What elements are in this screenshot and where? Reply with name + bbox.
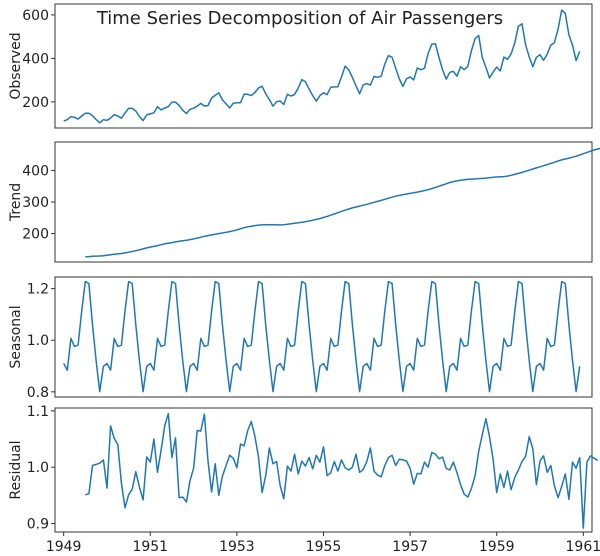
trend-series-line [85, 147, 600, 258]
xtick-label: 1953 [219, 539, 255, 555]
residual-ytick-label: 1.0 [27, 460, 49, 476]
trend-ytick-label: 300 [22, 195, 49, 211]
observed-ytick-label: 200 [22, 95, 49, 111]
seasonal-ytick-label: 1.0 [27, 333, 49, 349]
seasonal-ytick-label: 0.8 [27, 385, 49, 401]
seasonal-series-line [63, 280, 581, 393]
xtick-label: 1959 [479, 539, 515, 555]
xtick-label: 1951 [132, 539, 168, 555]
chart-title: Time Series Decomposition of Air Passeng… [96, 8, 503, 29]
seasonal-axes-frame [54, 276, 593, 398]
residual-series-line [85, 412, 599, 529]
seasonal-ytick-label: 1.2 [27, 282, 49, 298]
residual-ytick-label: 0.9 [27, 517, 49, 533]
trend-ytick-label: 200 [22, 227, 49, 243]
trend-ytick-label: 400 [22, 163, 49, 179]
residual-panel: 0.9 1.0 1.1 Residual 1949 1951 1953 1955 1957 195… [8, 404, 600, 555]
xtick-label: 1949 [46, 539, 82, 555]
observed-ylabel: Observed [8, 32, 24, 99]
xtick-label: 1961 [566, 539, 600, 555]
observed-series-line [63, 9, 581, 124]
seasonal-ylabel: Seasonal [8, 305, 24, 368]
observed-ytick-label: 400 [22, 51, 49, 67]
trend-panel: 200 300 400 Trend [8, 141, 600, 263]
xtick-label: 1957 [392, 539, 428, 555]
trend-ylabel: Trend [8, 183, 24, 222]
residual-axes-frame [54, 407, 593, 533]
observed-axes-frame [54, 3, 593, 129]
trend-axes-frame [54, 141, 593, 263]
residual-ytick-label: 1.1 [27, 404, 49, 420]
xtick-label: 1955 [306, 539, 342, 555]
observed-panel: 200 400 600 Observed [8, 3, 593, 129]
observed-ytick-label: 600 [22, 8, 49, 24]
residual-ylabel: Residual [8, 440, 24, 499]
